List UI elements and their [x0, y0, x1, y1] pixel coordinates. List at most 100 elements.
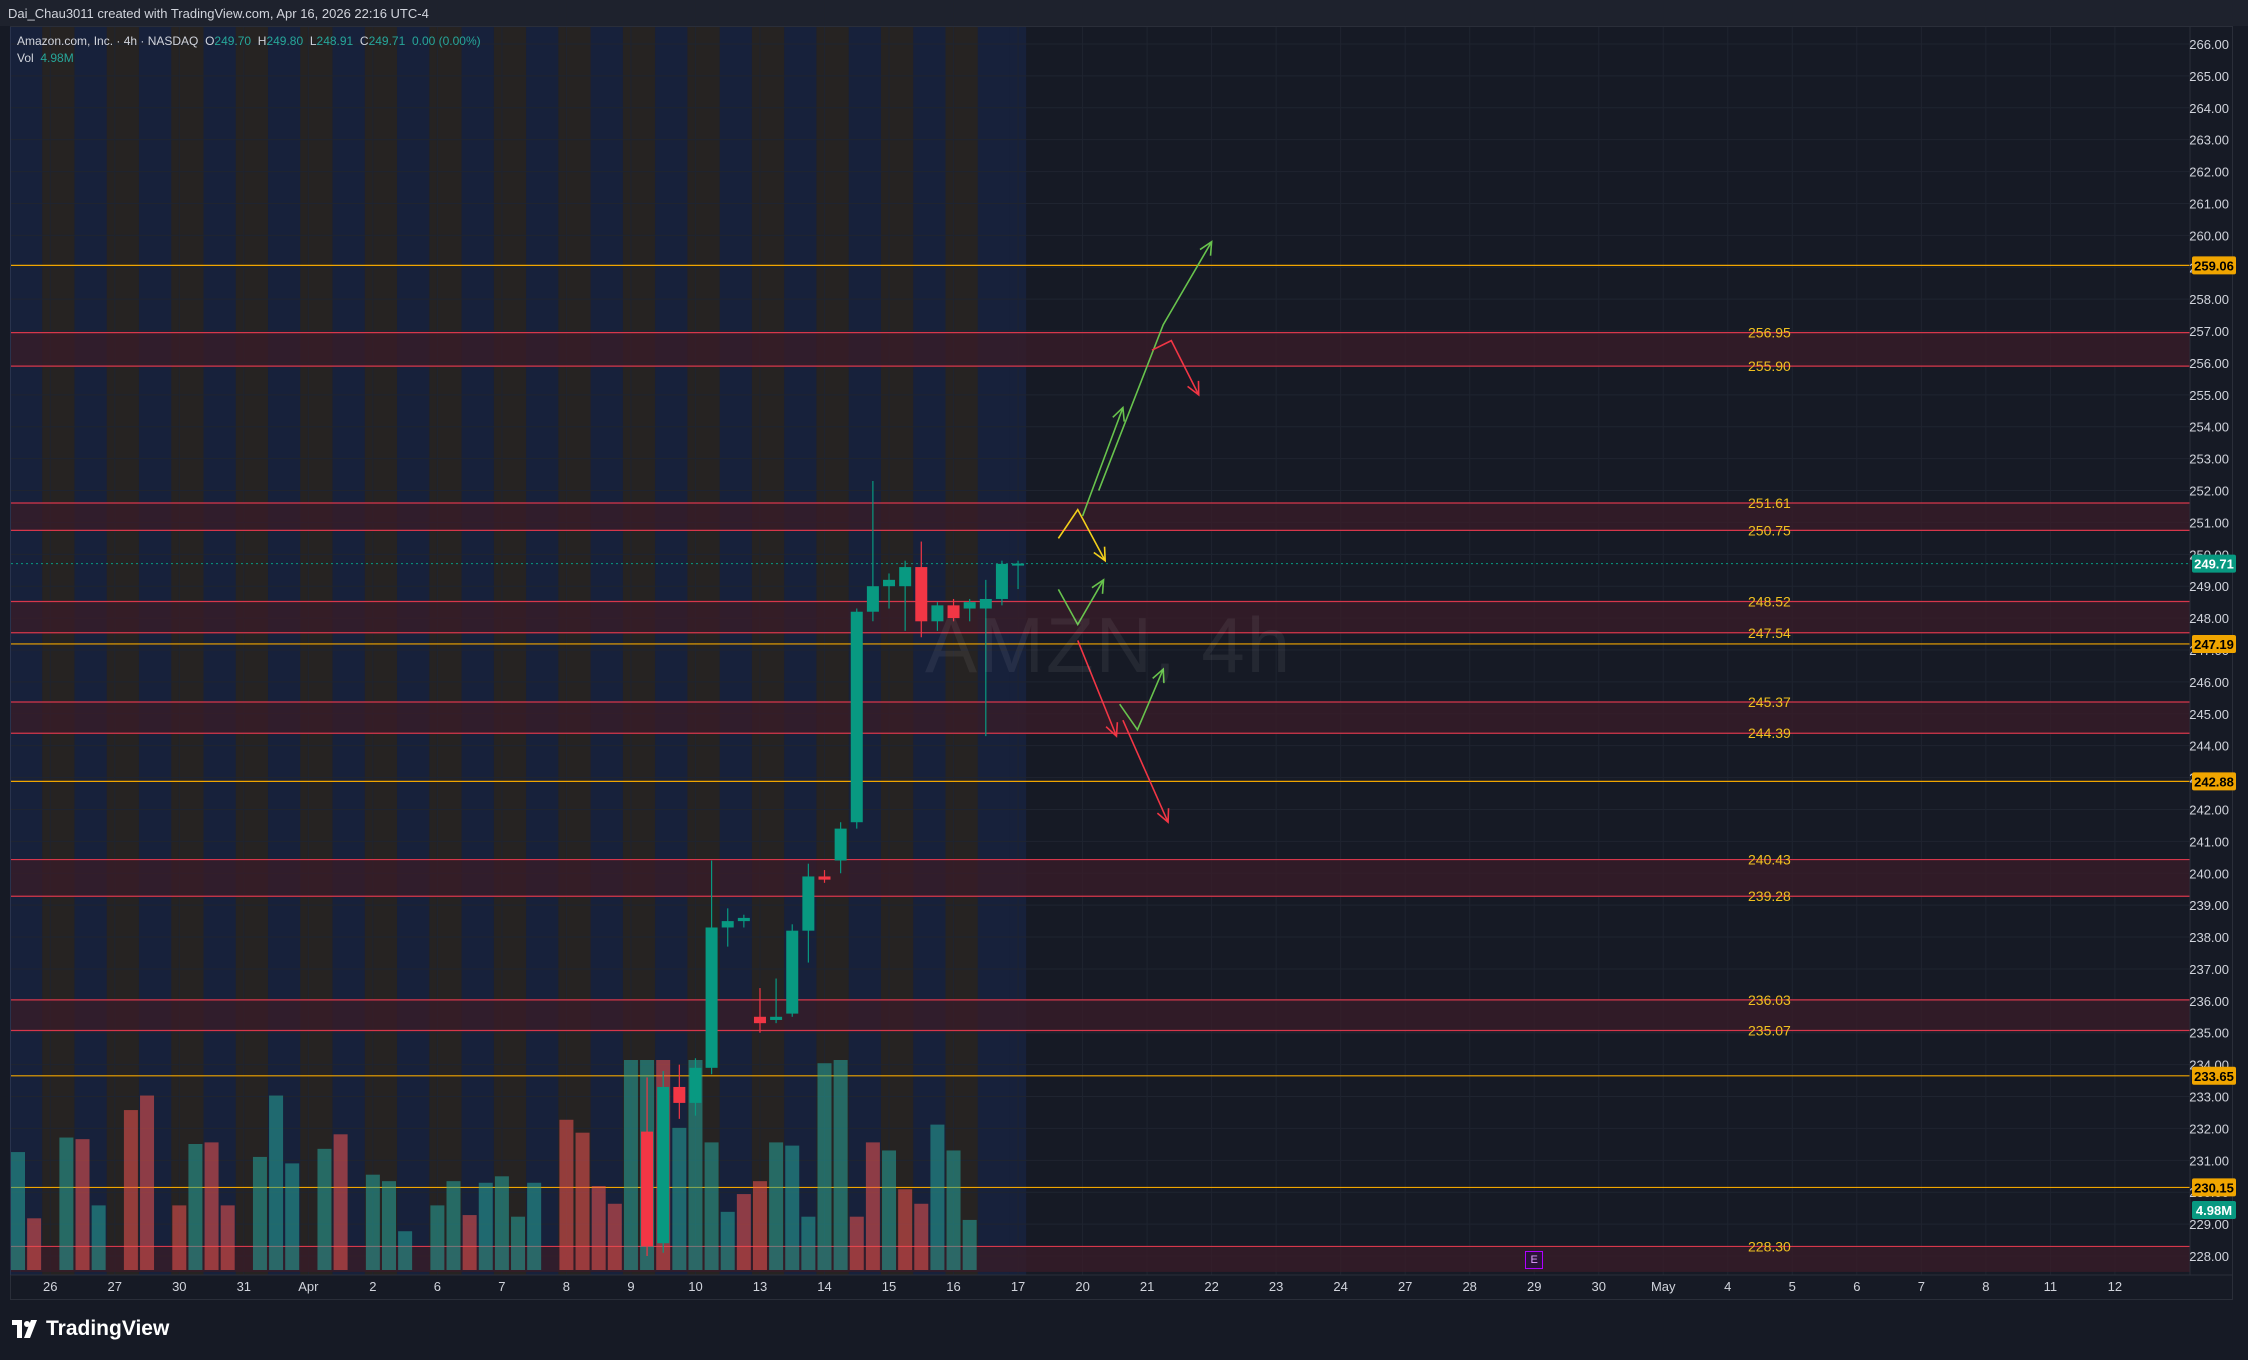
price-tick-26: 254.00 [2189, 420, 2229, 435]
session-shade-16 [526, 27, 559, 1275]
brand-name: TradingView [46, 1317, 170, 1340]
zone-high-label-2: 248.52 [1748, 594, 1791, 610]
session-shade-14 [461, 27, 494, 1275]
price-tick-38: 266.00 [2189, 37, 2229, 52]
volume-bar-39 [769, 1142, 784, 1270]
candlestick-chart[interactable]: 256.95 255.90 251.61 250.75 248.52 247.54 245.… [0, 0, 2248, 1300]
volume-bar-29 [607, 1203, 622, 1270]
volume-bar-18 [398, 1231, 413, 1270]
time-tick-24: 30 [1592, 1279, 1606, 1294]
price-tick-16: 244.00 [2189, 739, 2229, 754]
price-tick-10: 238.00 [2189, 930, 2229, 945]
session-shade-15 [493, 27, 527, 1275]
level-price-tag-2: 242.88 [2194, 774, 2234, 789]
price-tick-9: 237.00 [2189, 962, 2229, 977]
grid-lines [11, 27, 2190, 1275]
session-shading [9, 27, 1027, 1275]
candles [641, 480, 1025, 1256]
price-tick-1: 229.00 [2189, 1217, 2229, 1232]
price-tick-36: 264.00 [2189, 101, 2229, 116]
volume-bar-25 [527, 1182, 542, 1270]
time-tick-14: 16 [946, 1279, 960, 1294]
price-tick-27: 255.00 [2189, 388, 2229, 403]
price-tick-17: 245.00 [2189, 707, 2229, 722]
candle-body-12 [834, 828, 847, 861]
chart-frame [10, 26, 2233, 1300]
arrow-head-3 [1093, 546, 1107, 563]
price-tick-18: 246.00 [2189, 675, 2229, 690]
zone-fill-1 [11, 502, 2190, 531]
earnings-marker[interactable]: E [1525, 1251, 1544, 1269]
zone-low-label-3: 244.39 [1748, 725, 1791, 741]
level-price-tag-0-bg [2192, 256, 2236, 275]
projection-arrow-green-6 [1119, 668, 1164, 732]
price-tick-5: 233.00 [2189, 1090, 2229, 1105]
volume-label: Vol [17, 51, 34, 65]
candle-body-2 [673, 1086, 686, 1103]
price-tick-24: 252.00 [2189, 484, 2229, 499]
volume-bar-11 [252, 1156, 267, 1270]
time-tick-11: 13 [753, 1279, 767, 1294]
candle-body-0 [641, 1131, 654, 1247]
volume-bar-51 [962, 1219, 977, 1270]
projection-arrow-yellow-3 [1057, 508, 1106, 562]
price-tick-29: 257.00 [2189, 324, 2229, 339]
volume-bar-28 [591, 1186, 606, 1270]
candle-body-19 [947, 605, 960, 619]
footer: TradingView [0, 1300, 2248, 1360]
high-value: 249.80 [266, 34, 304, 48]
session-shade-17 [558, 27, 591, 1275]
projection-arrow-red-1 [1151, 339, 1200, 396]
volume-bar-50 [946, 1150, 961, 1270]
volume-bar-49 [930, 1124, 945, 1270]
level-price-tag-2-bg [2192, 772, 2236, 791]
arrow-head-6 [1152, 667, 1165, 684]
price-tick-4: 232.00 [2189, 1121, 2229, 1136]
time-tick-29: 7 [1918, 1279, 1925, 1294]
projection-arrow-red-7 [1122, 719, 1169, 823]
volume-bar-17 [381, 1181, 396, 1270]
price-tick-12: 240.00 [2189, 866, 2229, 881]
price-tick-33: 261.00 [2189, 196, 2229, 211]
volume-bar-5 [123, 1110, 138, 1270]
projection-arrow-red-5 [1076, 640, 1118, 737]
low-value: 248.91 [316, 34, 354, 48]
time-tick-17: 21 [1140, 1279, 1154, 1294]
tradingview-logo-icon [12, 1320, 37, 1338]
volume-bar-41 [801, 1216, 816, 1270]
volume-bar-3 [75, 1139, 90, 1270]
volume-bar-45 [865, 1142, 880, 1270]
candle-body-5 [721, 921, 734, 928]
zone-fill-2 [11, 601, 2190, 633]
volume-bar-46 [882, 1150, 897, 1270]
open-value: 249.70 [214, 34, 252, 48]
volume-bar-19 [430, 1205, 445, 1270]
symbol-name: Amazon.com, Inc. · 4h · NASDAQ [17, 34, 199, 48]
tradingview-brand[interactable]: TradingView [12, 1317, 169, 1341]
price-tick-37: 265.00 [2189, 69, 2229, 84]
price-tick-3: 231.00 [2189, 1153, 2229, 1168]
session-shade-11 [364, 27, 398, 1275]
price-tick-25: 253.00 [2189, 452, 2229, 467]
time-tick-15: 17 [1011, 1279, 1025, 1294]
level-price-tag-3: 233.65 [2194, 1069, 2234, 1084]
volume-bar-36 [720, 1211, 735, 1270]
zone-high-label-6: 228.30 [1748, 1238, 1791, 1254]
candle-body-3 [689, 1067, 702, 1103]
close-value: 249.71 [368, 34, 406, 48]
candle-body-11 [818, 876, 831, 880]
projection-arrows [1057, 240, 1213, 824]
price-axis: 228.00229.00230.00231.00232.00233.00234.… [2189, 27, 2229, 1275]
session-shade-12 [397, 27, 430, 1275]
zone-fill-5 [11, 999, 2190, 1031]
volume-bar-4 [91, 1205, 106, 1270]
close-label: C [359, 34, 369, 48]
session-shade-4 [138, 27, 172, 1275]
session-shade-0 [9, 27, 43, 1275]
arrow-head-2 [1112, 405, 1126, 422]
time-tick-6: 6 [434, 1279, 441, 1294]
volume-bar-23 [494, 1176, 509, 1270]
time-tick-30: 8 [1982, 1279, 1989, 1294]
volume-bar-42 [817, 1063, 832, 1270]
volume-bar-12 [269, 1095, 284, 1270]
